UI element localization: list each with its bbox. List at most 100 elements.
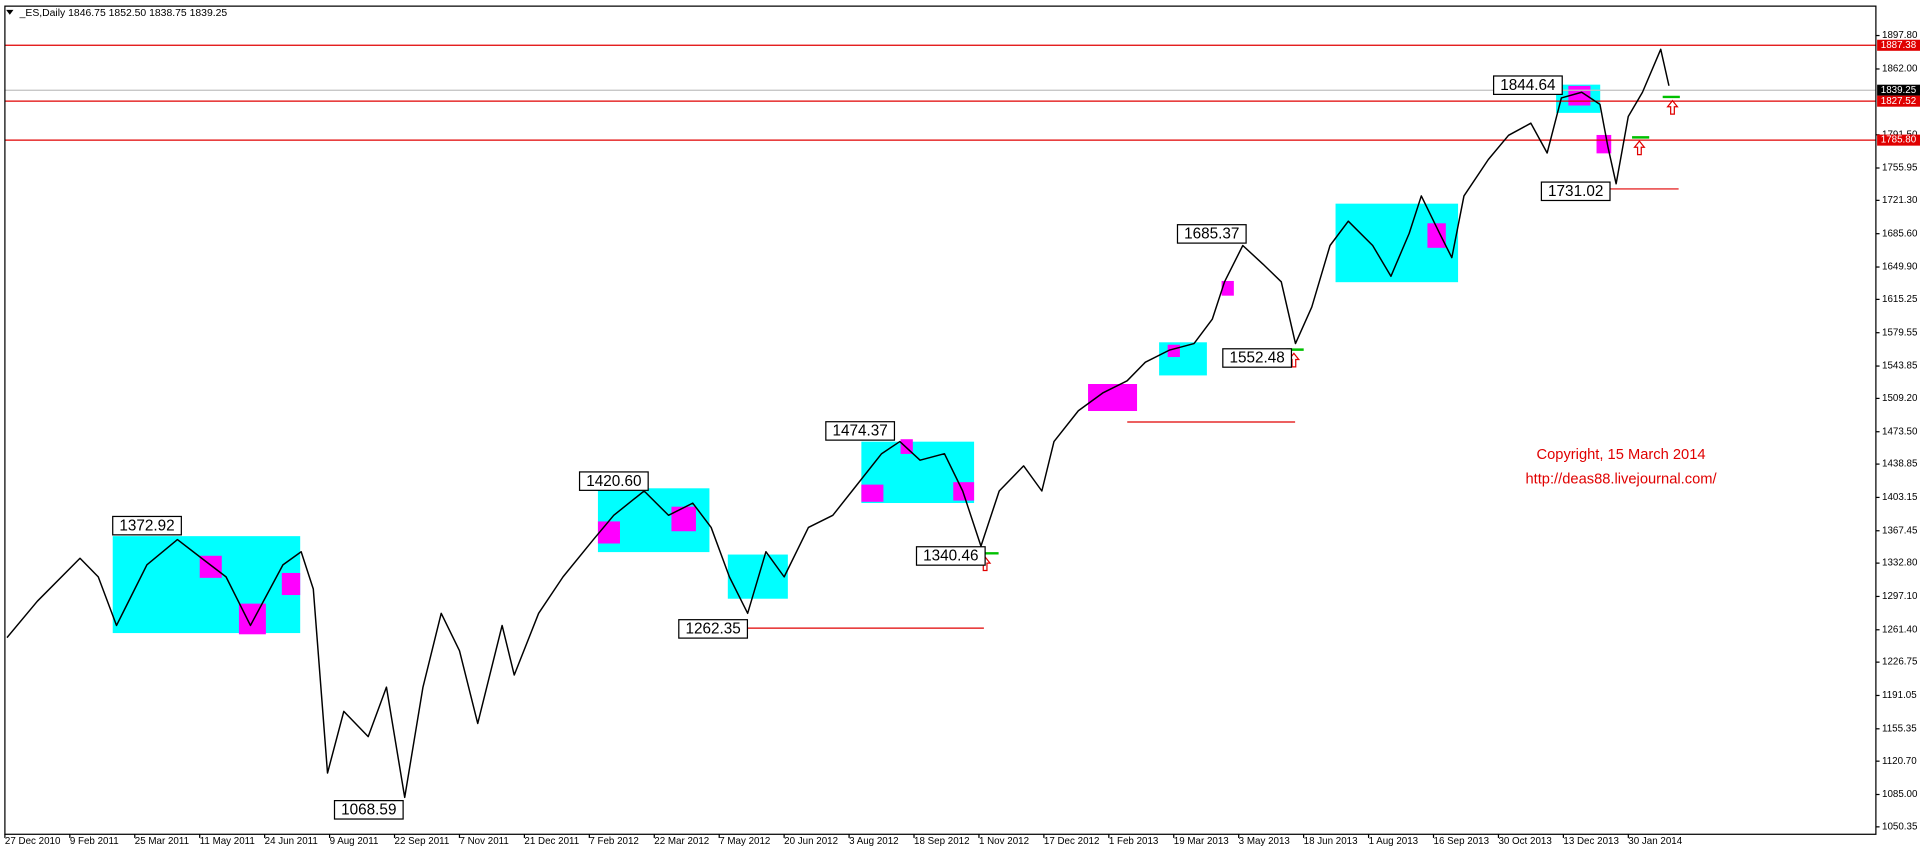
price-label-bg — [1877, 84, 1920, 96]
x-tick-label: 3 Aug 2012 — [849, 836, 899, 847]
x-tick-label: 30 Jan 2014 — [1628, 836, 1682, 847]
annotation-box — [1540, 181, 1611, 202]
y-tick-label: 1615.25 — [1882, 294, 1918, 305]
plot-frame — [4, 5, 1877, 835]
x-tick-label: 1 Nov 2012 — [979, 836, 1029, 847]
x-tick-label: 18 Sep 2012 — [914, 836, 970, 847]
chart-title: _ES,Daily 1846.75 1852.50 1838.75 1839.2… — [19, 8, 228, 19]
x-tick-label: 7 May 2012 — [719, 836, 770, 847]
y-tick-label: 1120.70 — [1882, 756, 1917, 767]
x-tick-label: 19 Mar 2013 — [1174, 836, 1230, 847]
zone-small — [861, 484, 884, 502]
support-lines — [747, 95, 1680, 629]
y-tick-label: 1261.40 — [1882, 624, 1918, 635]
x-tick-label: 7 Nov 2011 — [459, 836, 508, 847]
zones — [112, 84, 1612, 635]
annotation-label: 1068.59 — [341, 801, 396, 818]
annotation-label: 1420.60 — [586, 473, 641, 490]
zone-small — [1427, 223, 1446, 248]
y-tick-label: 1050.35 — [1882, 821, 1918, 832]
url: http://deas88.livejournal.com/ — [1525, 472, 1717, 488]
y-tick-label: 1755.95 — [1882, 163, 1918, 174]
x-tick-label: 24 Jun 2011 — [265, 836, 318, 847]
zone-small — [597, 521, 620, 544]
x-tick-label: 3 May 2013 — [1239, 836, 1291, 847]
y-tick-label: 1649.90 — [1882, 262, 1918, 273]
annotation-label: 1685.37 — [1184, 226, 1239, 243]
annotation-box — [678, 619, 749, 639]
annotation-label: 1474.37 — [832, 423, 887, 440]
zone-small — [953, 482, 975, 501]
y-tick-label: 1367.45 — [1882, 525, 1918, 536]
x-tick-label: 27 Dec 2010 — [5, 836, 61, 847]
y-tick-label: 1579.55 — [1882, 327, 1918, 338]
y-tick-label: 1509.20 — [1882, 393, 1918, 404]
zone-small — [1221, 280, 1234, 296]
annotation-box — [915, 546, 986, 566]
x-tick-label: 9 Aug 2011 — [330, 836, 379, 847]
zone-small — [671, 506, 696, 532]
price-label-bg — [1877, 95, 1920, 107]
annotation-label: 1372.92 — [119, 517, 174, 534]
price-line — [6, 48, 1670, 799]
price-label-bg — [1877, 134, 1920, 146]
zone — [1159, 342, 1207, 376]
up-arrow — [1666, 99, 1679, 115]
y-tick-label: 1226.75 — [1882, 657, 1918, 668]
copyright: Copyright, 15 March 2014 — [1536, 447, 1705, 463]
x-tick-label: 30 Oct 2013 — [1498, 836, 1552, 847]
annotation-label: 1552.48 — [1229, 350, 1284, 367]
x-tick-label: 18 Jun 2013 — [1304, 836, 1358, 847]
y-tick-label: 1155.35 — [1882, 723, 1917, 734]
price-label: 1785.80 — [1881, 135, 1917, 146]
x-tick-label: 25 Mar 2011 — [135, 836, 189, 847]
x-tick-label: 1 Aug 2013 — [1369, 836, 1419, 847]
annotation-box — [578, 471, 649, 491]
x-tick-label: 7 Feb 2012 — [589, 836, 639, 847]
annotation-box — [1492, 75, 1563, 96]
x-tick-label: 9 Feb 2011 — [70, 836, 119, 847]
annotation-label: 1262.35 — [685, 621, 740, 638]
annotation-label: 1340.46 — [923, 548, 978, 565]
y-tick-label: 1897.80 — [1882, 30, 1918, 41]
up-arrow — [1633, 140, 1646, 156]
x-tick-label: 17 Dec 2012 — [1044, 836, 1100, 847]
y-tick-label: 1438.85 — [1882, 459, 1918, 470]
x-tick-label: 13 Dec 2013 — [1563, 836, 1619, 847]
y-tick-label: 1191.05 — [1882, 690, 1917, 701]
annotation-label: 1844.64 — [1500, 77, 1556, 94]
y-tick-label: 1721.30 — [1882, 195, 1918, 206]
annotation-box — [333, 800, 404, 820]
y-tick-label: 1403.15 — [1882, 492, 1918, 503]
y-tick-label: 1473.50 — [1882, 426, 1918, 437]
y-tick-label: 1332.80 — [1882, 558, 1918, 569]
marks — [4, 44, 1876, 799]
annotation-box — [1222, 348, 1293, 368]
x-tick-label: 20 Jun 2012 — [784, 836, 838, 847]
y-tick-label: 1862.00 — [1882, 64, 1918, 75]
price-label: 1887.38 — [1881, 40, 1917, 51]
price-label: 1827.52 — [1881, 96, 1916, 107]
x-tick-label: 1 Feb 2013 — [1109, 836, 1159, 847]
zone — [112, 536, 301, 634]
x-tick-label: 16 Sep 2013 — [1434, 836, 1490, 847]
x-tick-label: 22 Mar 2012 — [654, 836, 709, 847]
price-label-bg — [1877, 39, 1920, 51]
y-tick-label: 1543.85 — [1882, 361, 1918, 372]
x-tick-label: 11 May 2011 — [200, 836, 255, 847]
x-tick-label: 22 Sep 2011 — [395, 836, 450, 847]
annotation-label: 1731.02 — [1548, 183, 1603, 200]
zone-small — [238, 603, 266, 635]
annotation-box — [825, 421, 896, 441]
y-tick-label: 1685.60 — [1882, 228, 1918, 239]
x-tick-label: 21 Dec 2011 — [524, 836, 579, 847]
zone-small — [281, 572, 301, 596]
annotation-box — [1176, 224, 1247, 244]
y-tick-label: 1085.00 — [1882, 789, 1918, 800]
y-tick-label: 1297.10 — [1882, 591, 1918, 602]
menu-triangle — [6, 9, 14, 15]
annotation-box — [112, 515, 182, 536]
